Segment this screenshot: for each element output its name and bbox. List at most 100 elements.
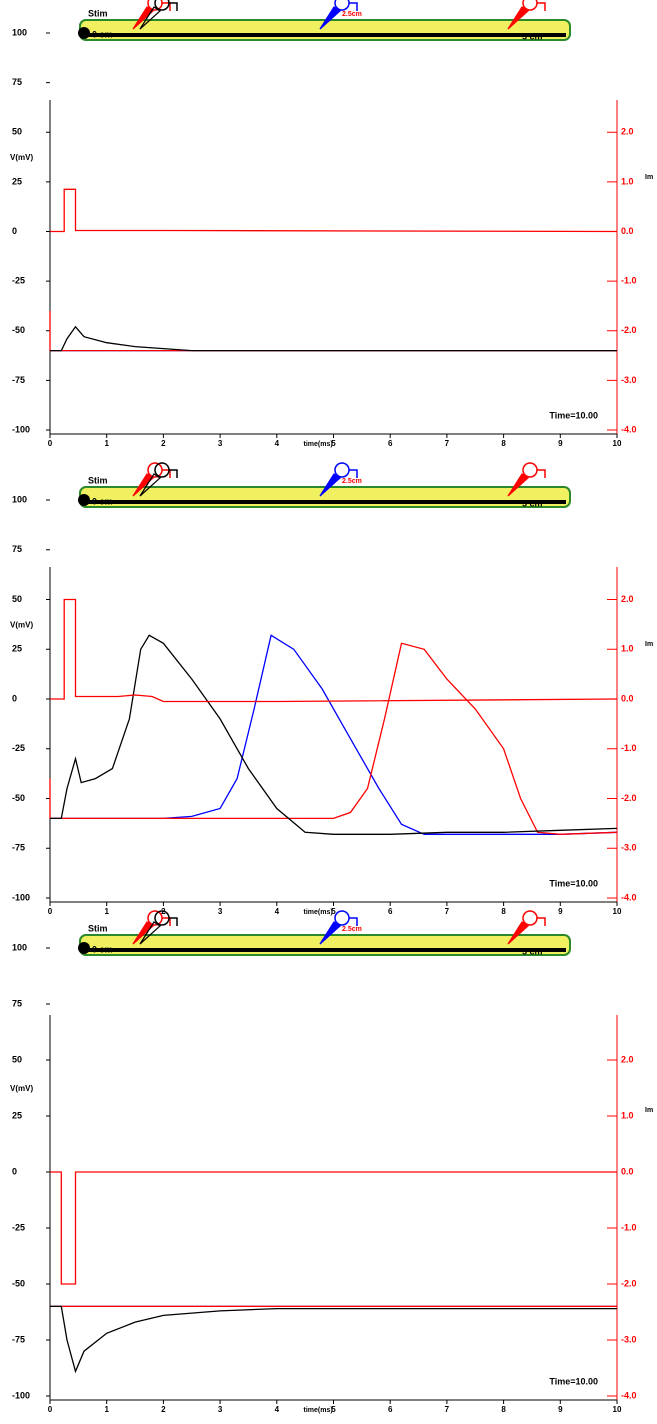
x-tick-label: 6 [388, 1405, 393, 1414]
electrode [132, 473, 154, 497]
y2-tick-label: -3.0 [621, 1334, 637, 1344]
y-tick-label: -50 [12, 793, 25, 803]
electrode-wire [169, 469, 178, 478]
electrode-head [334, 0, 350, 11]
electrode-head [334, 910, 350, 926]
y2-tick-label: -3.0 [621, 375, 637, 385]
trace [50, 1305, 617, 1374]
x-tick-label: 0 [48, 439, 53, 448]
electrode-wire [349, 469, 358, 478]
trace [50, 1171, 617, 1285]
y2-axis-label: Im [645, 641, 653, 648]
stim-label: Stim [88, 923, 108, 933]
y2-axis-label: Im [645, 1107, 653, 1114]
y-tick-label: -25 [12, 743, 25, 753]
x-tick-label: 4 [275, 1405, 280, 1414]
electrode [132, 6, 154, 30]
electrode-wire [537, 2, 546, 11]
x-tick-label: 9 [558, 907, 563, 916]
electrode-wire [537, 917, 546, 926]
trace [49, 310, 617, 352]
x-axis-label: time(ms) [304, 1407, 333, 1414]
x-tick-label: 7 [445, 907, 450, 916]
y-axis-label: V(mV) [10, 153, 33, 162]
electrode [139, 6, 161, 30]
y-tick-label: -75 [12, 843, 25, 853]
y-tick-label: 0 [12, 226, 17, 236]
y2-tick-label: 2.0 [621, 127, 634, 137]
time-annotation: Time=10.00 [549, 878, 598, 888]
y-tick-label: 50 [12, 127, 22, 137]
y-tick-label: -25 [12, 276, 25, 286]
electrode [319, 921, 341, 945]
y2-tick-label: -4.0 [621, 424, 637, 434]
y2-tick-label: -3.0 [621, 843, 637, 853]
x-tick-label: 0 [48, 1405, 53, 1414]
x-tick-label: 9 [558, 439, 563, 448]
axon-end [78, 27, 90, 39]
electrode [507, 6, 529, 30]
y-tick-label: -100 [12, 892, 30, 902]
position-label: 5 cm [522, 31, 543, 41]
position-label: 2.5cm [342, 11, 362, 18]
x-tick-label: 5 [331, 439, 336, 448]
x-tick-label: 10 [613, 907, 622, 916]
electrode-wire [169, 917, 178, 926]
electrode-wire [537, 469, 546, 478]
time-annotation: Time=10.00 [549, 410, 598, 420]
x-tick-label: 8 [501, 439, 506, 448]
trace [50, 634, 618, 835]
y2-tick-label: -1.0 [621, 1222, 637, 1232]
y-tick-label: 25 [12, 644, 22, 654]
x-tick-label: 4 [275, 439, 280, 448]
electrode-wire [349, 917, 358, 926]
trace [50, 598, 618, 703]
electrode [319, 6, 341, 30]
y-tick-label: -25 [12, 1222, 25, 1232]
electrode-head [522, 910, 538, 926]
x-tick-label: 0 [48, 907, 53, 916]
y2-tick-label: 1.0 [621, 176, 634, 186]
position-label: 0 cm [92, 944, 113, 954]
y-tick-label: 100 [12, 494, 27, 504]
y-tick-label: 100 [12, 27, 27, 37]
y2-tick-label: 1.0 [621, 644, 634, 654]
trace [50, 188, 618, 233]
x-tick-label: 8 [501, 1405, 506, 1414]
x-tick-label: 2 [161, 1405, 166, 1414]
x-tick-label: 7 [445, 439, 450, 448]
electrode-head [522, 462, 538, 478]
y-tick-label: 75 [12, 998, 22, 1008]
electrode-head [522, 0, 538, 11]
y2-tick-label: -4.0 [621, 892, 637, 902]
y-tick-label: 75 [12, 77, 22, 87]
axon-end [78, 942, 90, 954]
x-tick-label: 10 [613, 1405, 622, 1414]
y-tick-label: -50 [12, 325, 25, 335]
electrode [319, 473, 341, 497]
y-tick-label: -75 [12, 375, 25, 385]
y2-tick-label: -1.0 [621, 276, 637, 286]
y2-tick-label: 2.0 [621, 594, 634, 604]
position-label: 0 cm [92, 29, 113, 39]
y2-tick-label: -2.0 [621, 325, 637, 335]
y2-tick-label: 0.0 [621, 1166, 634, 1176]
x-tick-label: 5 [331, 907, 336, 916]
y2-tick-label: 0.0 [621, 693, 634, 703]
x-tick-label: 6 [388, 907, 393, 916]
y-tick-label: 0 [12, 693, 17, 703]
x-tick-label: 1 [104, 1405, 109, 1414]
x-tick-label: 6 [388, 439, 393, 448]
stim-label: Stim [88, 475, 108, 485]
x-axis-label: time(ms) [304, 909, 333, 916]
y-tick-label: -75 [12, 1334, 25, 1344]
trace [49, 642, 618, 835]
electrode-wire [349, 2, 358, 11]
electrode [132, 921, 154, 945]
x-tick-label: 4 [275, 907, 280, 916]
trace [50, 325, 617, 352]
y2-tick-label: 2.0 [621, 1054, 634, 1064]
position-label: 2.5cm [342, 478, 362, 485]
x-tick-label: 3 [218, 1405, 223, 1414]
